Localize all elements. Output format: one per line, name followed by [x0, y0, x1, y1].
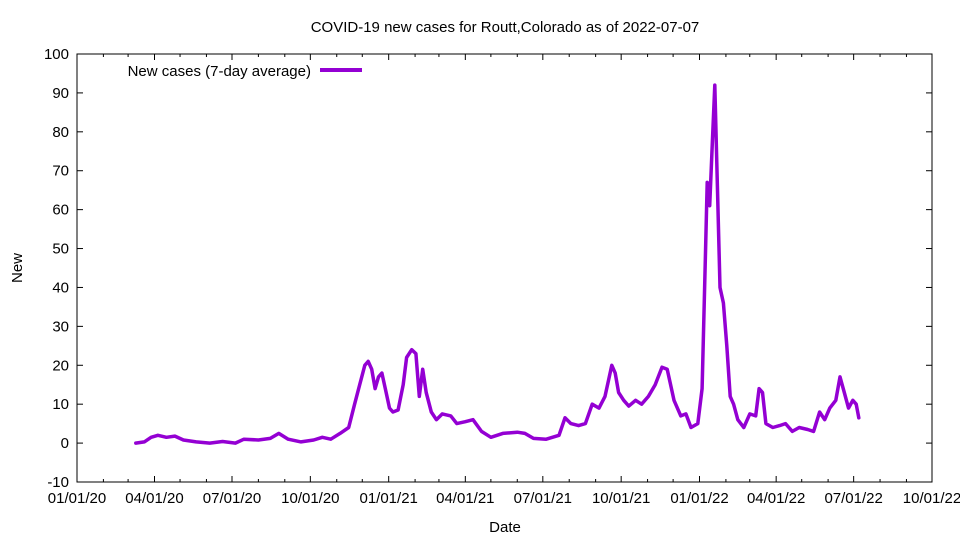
x-tick-label: 10/01/20 [281, 490, 339, 507]
y-tick-label: 30 [52, 318, 69, 335]
x-axis-label: Date [489, 519, 521, 536]
x-tick-label: 01/01/21 [359, 490, 417, 507]
legend-label: New cases (7-day average) [128, 63, 311, 80]
x-tick-label: 01/01/22 [670, 490, 728, 507]
y-tick-label: 70 [52, 163, 69, 180]
x-tick-label: 07/01/20 [203, 490, 261, 507]
y-axis-label: New [9, 253, 26, 283]
y-tick-label: 80 [52, 124, 69, 141]
y-tick-label: 0 [61, 435, 69, 452]
y-tick-label: 50 [52, 241, 69, 258]
y-tick-label: -10 [47, 474, 69, 491]
plot-frame [76, 53, 933, 483]
x-tick-label: 10/01/22 [903, 490, 960, 507]
x-tick-label: 04/01/22 [747, 490, 805, 507]
x-tick-label: 01/01/20 [48, 490, 106, 507]
x-tick-label: 07/01/22 [824, 490, 882, 507]
y-tick-label: 10 [52, 396, 69, 413]
y-tick-label: 100 [44, 46, 69, 63]
x-tick-label: 10/01/21 [592, 490, 650, 507]
y-tick-label: 90 [52, 85, 69, 102]
y-tick-label: 20 [52, 357, 69, 374]
chart-title: COVID-19 new cases for Routt,Colorado as… [311, 19, 700, 36]
series-line [134, 83, 861, 445]
y-tick-label: 60 [52, 202, 69, 219]
legend: New cases (7-day average) [128, 63, 362, 80]
x-tick-label: 04/01/20 [125, 490, 183, 507]
y-tick-label: 40 [52, 279, 69, 296]
tick-labels: -10 0 10 20 30 40 50 60 70 80 90 100 01/01/20 04/01/2… [44, 46, 960, 507]
axis-ticks [76, 53, 933, 483]
series-layer [134, 83, 861, 445]
x-tick-label: 07/01/21 [514, 490, 572, 507]
x-tick-label: 04/01/21 [436, 490, 494, 507]
